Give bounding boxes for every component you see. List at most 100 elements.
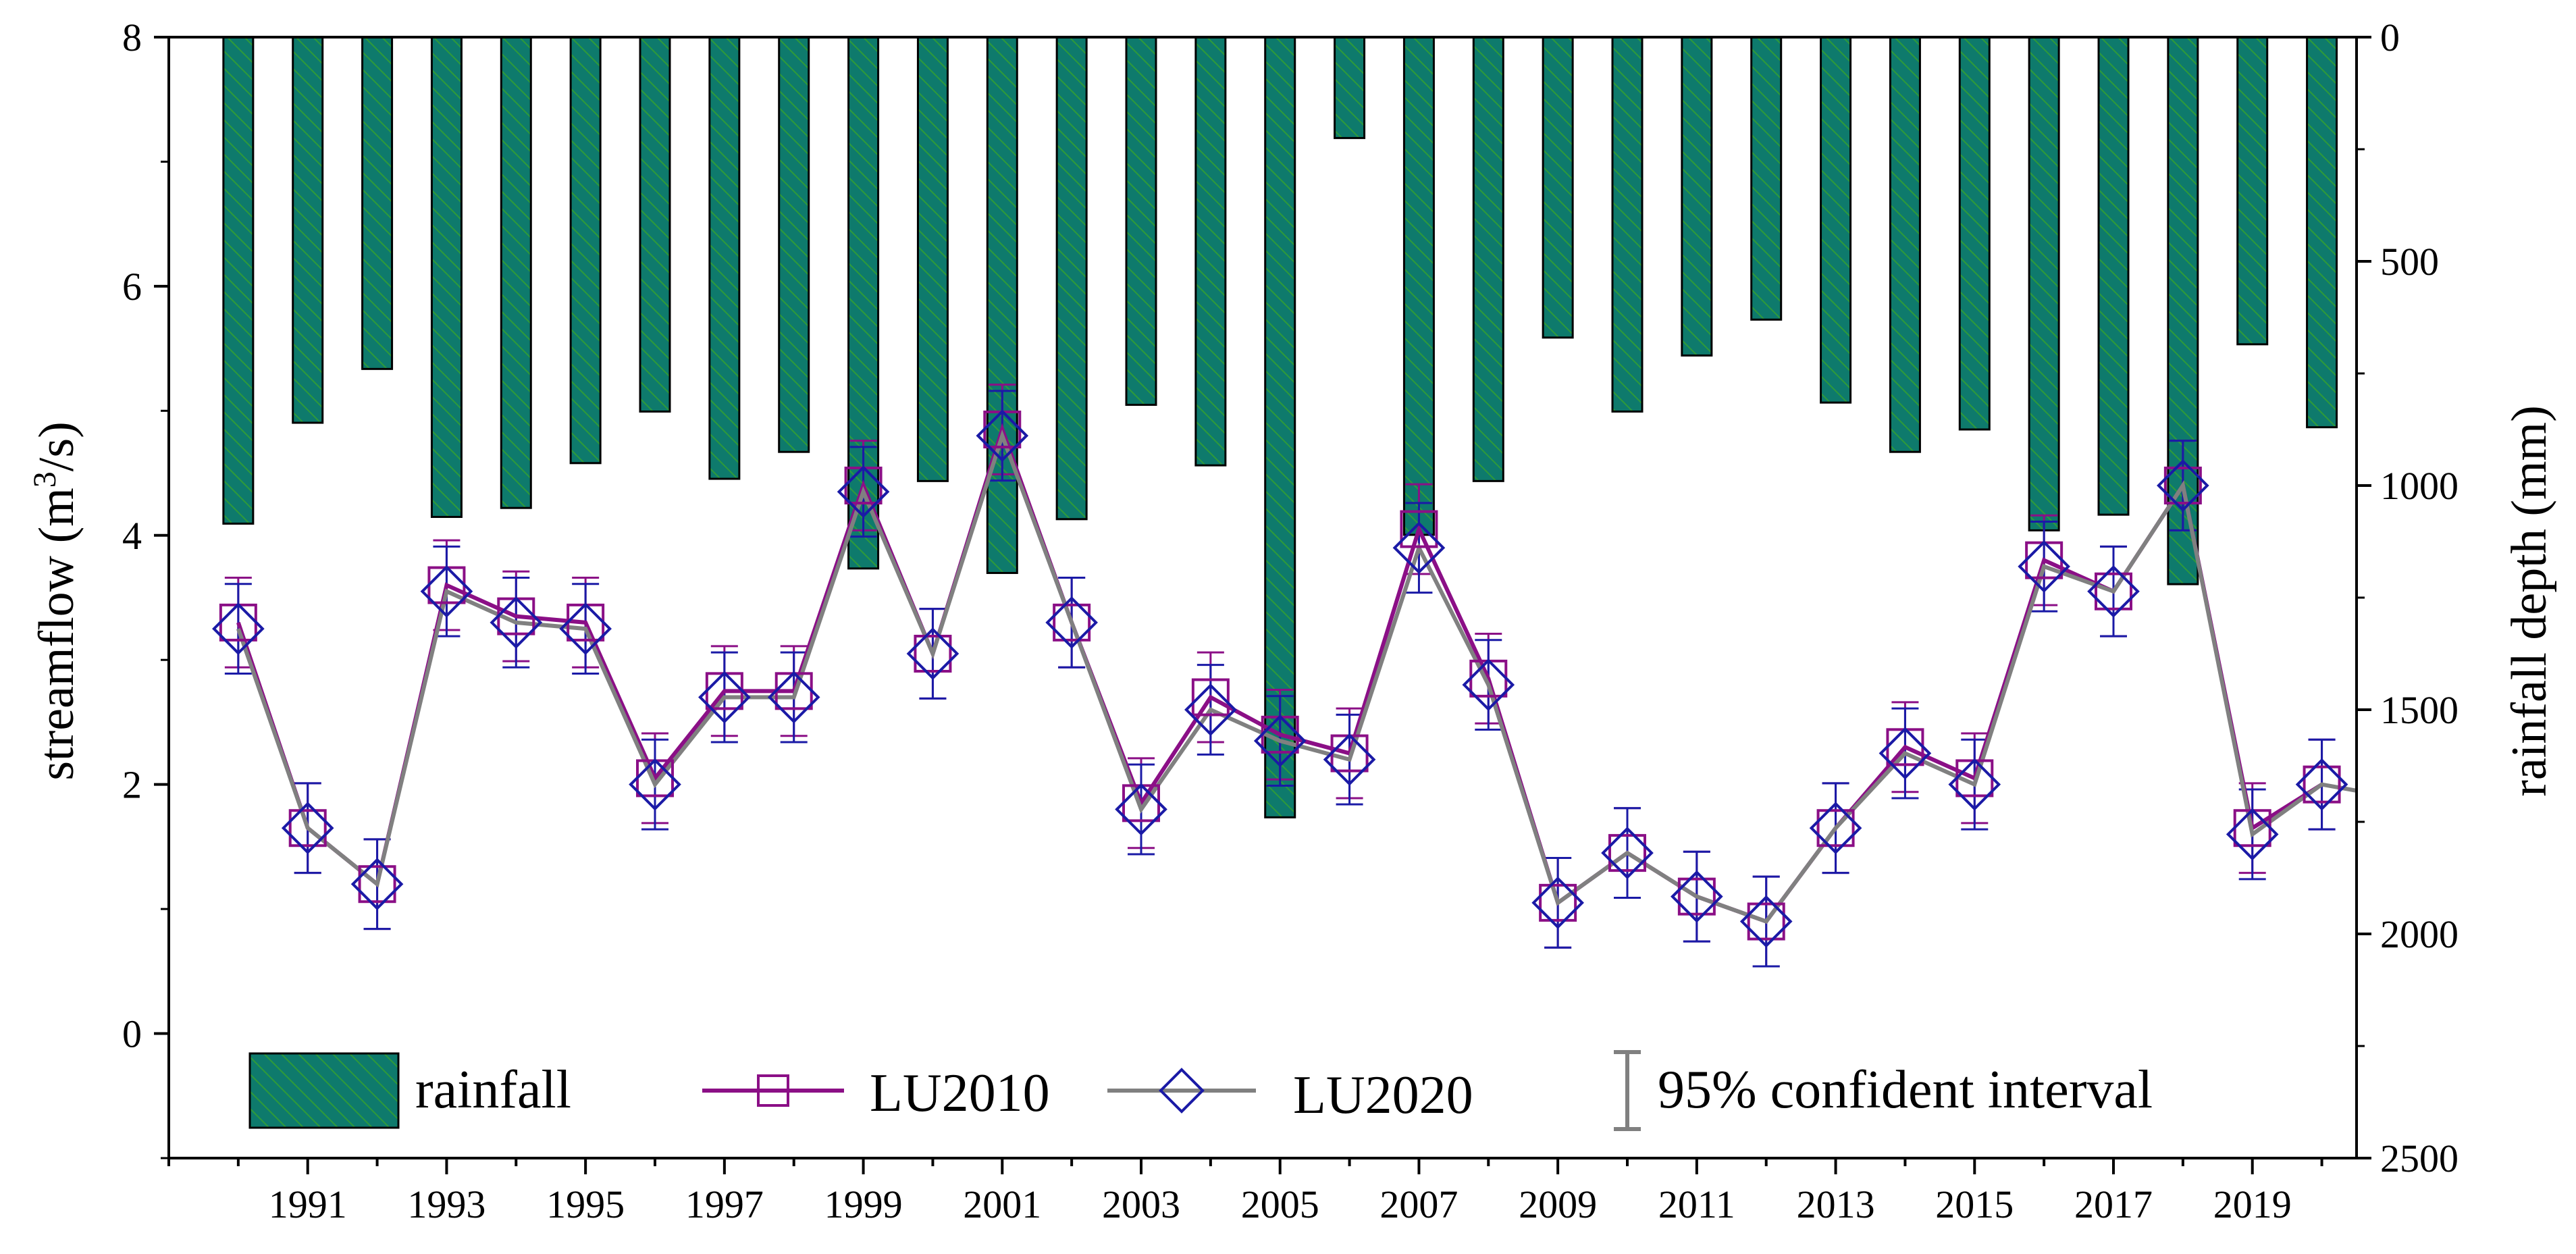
rainfall-bar-1990 [222, 36, 255, 525]
lu2020-point-1998 [767, 671, 820, 724]
rainfall-bar-2000 [916, 36, 949, 482]
rainfall-bar-2017 [2097, 36, 2130, 516]
legend-rainfall-swatch [248, 1052, 400, 1129]
rainfall-bar-2019 [2236, 36, 2269, 346]
lu2020-point-2007 [1392, 521, 1446, 575]
rainfall-bar-2002 [1055, 36, 1088, 521]
x-tick-label-1997: 1997 [685, 1182, 764, 1226]
x-tick-label-2013: 2013 [1797, 1182, 1875, 1226]
legend-rainfall-label: rainfall [415, 1060, 571, 1120]
lu2020-point-2005 [1253, 714, 1307, 767]
lu2020-point-2016 [2018, 540, 2070, 593]
lu2010-point-2012 [1747, 902, 1785, 941]
lu2020-point-2020 [2295, 758, 2348, 811]
legend-lu2010-marker [757, 1074, 789, 1107]
legend-lu2020-label: LU2020 [1293, 1066, 1473, 1125]
left-axis-title-prefix: streamflow (m [29, 488, 84, 781]
lu2020-point-2018 [2157, 459, 2209, 512]
legend-lu2020-marker [1159, 1068, 1205, 1114]
lu2020-point-2013 [1809, 802, 1862, 855]
rainfall-bar-1995 [569, 36, 602, 465]
left-tick-label-6: 6 [122, 265, 142, 309]
lu2020-point-2001 [976, 409, 1029, 463]
lu2020-point-2019 [2226, 808, 2279, 861]
left-axis-title: streamflow (m3/s) [27, 421, 85, 781]
lu2020-point-2015 [1948, 758, 2001, 811]
lu2020-point-2012 [1739, 895, 1793, 948]
lu2020-point-2010 [1601, 827, 1654, 879]
rainfall-bar-2011 [1681, 36, 1713, 357]
x-tick-label-2005: 2005 [1241, 1182, 1319, 1226]
lu2020-point-1993 [420, 565, 473, 618]
left-y-axis: 0 2 4 6 8 [122, 16, 169, 1159]
lu2010-point-2002 [1053, 603, 1091, 642]
lu2020-point-1990 [212, 602, 265, 655]
x-tick-label-2007: 2007 [1379, 1182, 1458, 1226]
rainfall-bar-1993 [430, 36, 463, 518]
lu2020-point-1997 [698, 671, 751, 724]
x-tick-label-1995: 1995 [546, 1182, 625, 1226]
lu2020-point-2004 [1184, 683, 1237, 736]
x-tick-label-2001: 2001 [963, 1182, 1041, 1226]
lu2010-point-2010 [1608, 834, 1646, 872]
lu2010-point-2013 [1816, 809, 1855, 847]
lu2020-point-1995 [559, 602, 612, 655]
lu2020-point-1996 [629, 758, 681, 811]
x-tick-label-2011: 2011 [1658, 1182, 1735, 1226]
lu2020-point-1999 [837, 465, 890, 519]
lu2020-point-2002 [1045, 596, 1098, 649]
lu2020-point-1991 [281, 802, 334, 855]
lu2020-point-2008 [1462, 658, 1515, 711]
x-axis: 1991 1993 1995 1997 1999 2001 2003 2005 2007 2009… [167, 1158, 2323, 1226]
lu2010-point-1992 [358, 865, 396, 904]
rainfall-bar-2008 [1472, 36, 1504, 482]
rainfall-bar-1996 [639, 36, 671, 413]
x-tick-label-2017: 2017 [2074, 1182, 2153, 1226]
rainfall-bar-2005 [1264, 36, 1296, 818]
streamflow-markers [212, 409, 2348, 948]
x-tick-label-1991: 1991 [269, 1182, 347, 1226]
right-axis-title: rainfall depth (mm) [2502, 405, 2557, 796]
rainfall-bar-2001 [986, 36, 1018, 574]
lu2010-point-2020 [2303, 765, 2341, 804]
right-tick-label-2000: 2000 [2380, 912, 2459, 956]
lu2010-point-2007 [1400, 510, 1438, 548]
lu2020-point-2003 [1115, 783, 1167, 836]
rainfall-bar-1992 [361, 36, 394, 370]
lu2010-point-2011 [1677, 877, 1716, 916]
legend-ci-label: 95% confident interval [1658, 1060, 2153, 1120]
left-axis-title-suffix: /s) [29, 421, 84, 471]
x-tick-label-2015: 2015 [1935, 1182, 2014, 1226]
x-tick-label-2003: 2003 [1102, 1182, 1180, 1226]
legend: rainfall LU2010 LU2020 95% confident int… [248, 1050, 2153, 1131]
rainfall-bar-1997 [708, 36, 741, 480]
rainfall-bar-2004 [1194, 36, 1227, 467]
left-tick-label-2: 2 [122, 763, 142, 807]
rainfall-bar-2020 [2306, 36, 2338, 429]
right-y-axis: 0 500 1000 1500 2000 2500 [2357, 16, 2459, 1180]
lu2010-point-2000 [914, 635, 952, 673]
lu2020-point-2009 [1531, 877, 1584, 929]
rainfall-bar-2012 [1750, 36, 1783, 321]
lu2020-point-1992 [350, 858, 404, 911]
lu2010-point-2009 [1539, 883, 1577, 922]
rainfall-bar-2003 [1125, 36, 1157, 406]
left-tick-label-0: 0 [122, 1012, 142, 1056]
rainfall-bar-2015 [1958, 36, 1991, 431]
rainfall-bar-2016 [2028, 36, 2060, 531]
lu2010-point-2004 [1191, 678, 1230, 716]
rainfall-bar-2009 [1542, 36, 1574, 339]
rainfall-bar-1991 [292, 36, 324, 424]
lu2020-point-2006 [1323, 733, 1376, 786]
legend-ci-icon [1614, 1050, 1641, 1131]
right-tick-label-500: 500 [2380, 240, 2439, 284]
rainfall-bar-1998 [778, 36, 810, 453]
right-tick-label-1000: 1000 [2380, 464, 2459, 508]
rainfall-bar-2006 [1334, 36, 1366, 139]
x-tick-label-1993: 1993 [407, 1182, 485, 1226]
lu2010-point-2017 [2095, 572, 2132, 610]
lu2020-point-1994 [490, 596, 543, 649]
x-tick-label-2009: 2009 [1519, 1182, 1597, 1226]
streamflow-lines [236, 423, 2357, 924]
lu2020-point-2017 [2087, 565, 2140, 618]
